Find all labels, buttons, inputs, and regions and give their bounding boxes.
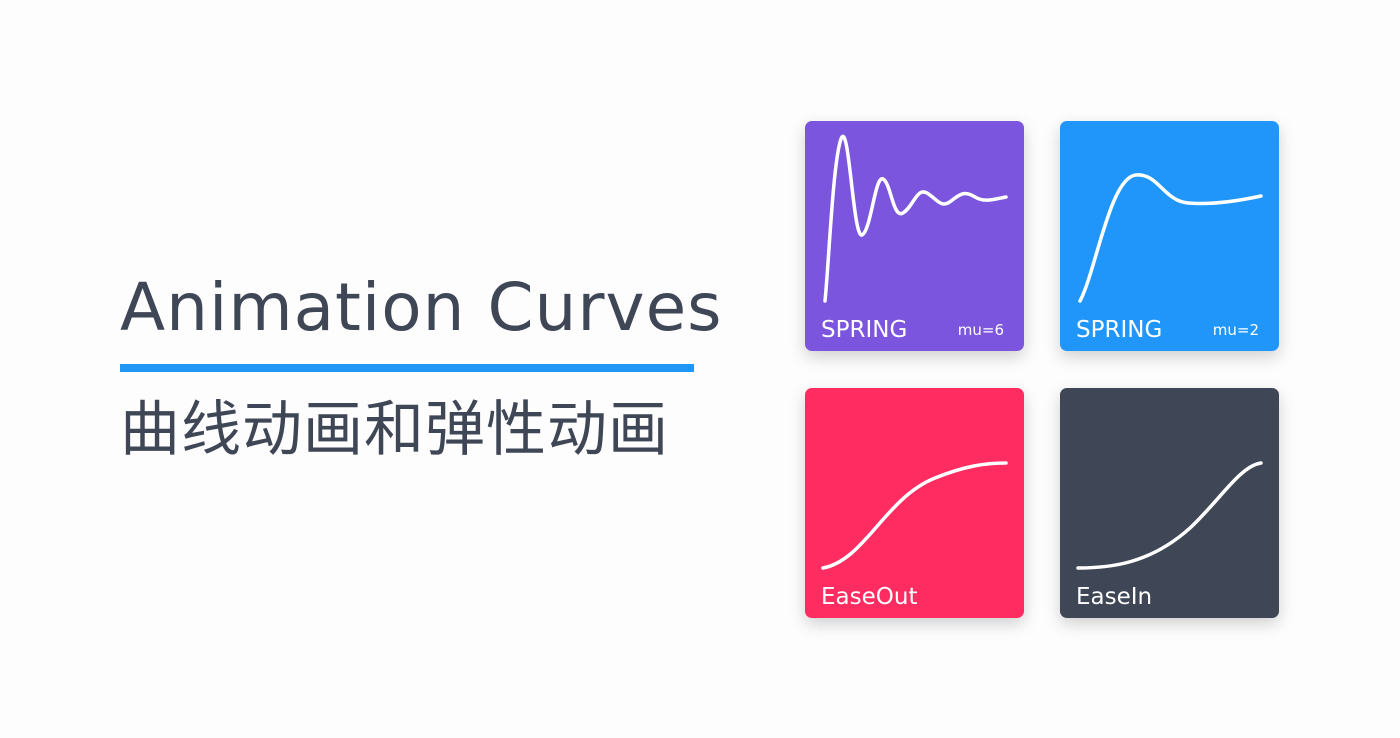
card-param: mu=6: [957, 321, 1004, 339]
card-label: SPRING: [1076, 317, 1163, 343]
spring-low-oscillation-curve-icon: [1078, 173, 1263, 303]
spring-mu2-card: SPRING mu=2: [1060, 121, 1279, 351]
spring-mu6-card: SPRING mu=6: [805, 121, 1024, 351]
ease-in-curve-icon: [1076, 461, 1263, 570]
page-subtitle: 曲线动画和弹性动画: [120, 395, 669, 465]
ease-out-card: EaseOut: [805, 388, 1024, 618]
spring-high-oscillation-curve-icon: [823, 134, 1008, 303]
ease-in-card: EaseIn: [1060, 388, 1279, 618]
title-underline: [120, 364, 694, 372]
page-title: Animation Curves: [120, 269, 723, 346]
card-label: EaseIn: [1076, 584, 1153, 610]
card-label: EaseOut: [821, 584, 918, 610]
card-label: SPRING: [821, 317, 908, 343]
card-param: mu=2: [1212, 321, 1259, 339]
ease-out-curve-icon: [821, 461, 1008, 570]
